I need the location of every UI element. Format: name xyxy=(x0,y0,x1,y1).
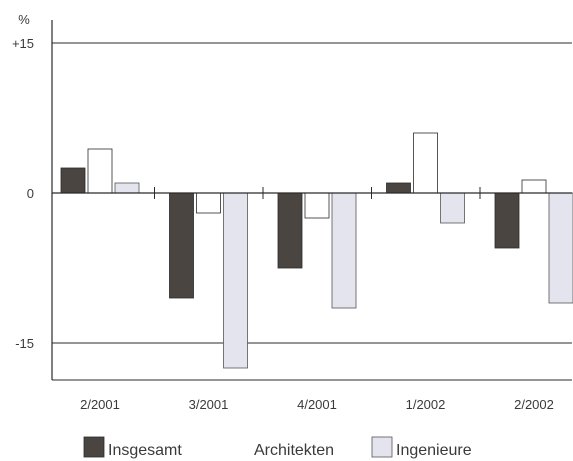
x-tick-label: 2/2001 xyxy=(80,397,120,412)
insgesamt xyxy=(83,436,105,458)
gridlines xyxy=(52,42,572,344)
bar-ingenieure xyxy=(114,182,140,194)
y-unit-label: % xyxy=(18,12,30,27)
y-tick-label: -15 xyxy=(15,336,34,351)
bar-architekten xyxy=(413,132,438,194)
x-tick-labels: 2/2001 3/2001 4/2001 1/2002 2/2002 xyxy=(80,397,554,412)
bar-insgesamt xyxy=(386,182,411,194)
y-tick-label: 0 xyxy=(27,186,34,201)
ingenieure xyxy=(371,436,393,458)
bar-insgesamt xyxy=(277,192,303,269)
legend-label-insgesamt: Insgesamt xyxy=(108,442,182,459)
bar-insgesamt xyxy=(494,192,520,249)
bar-insgesamt xyxy=(60,167,86,194)
bar-architekten xyxy=(196,192,221,214)
bar-architekten xyxy=(521,179,547,194)
x-tick-label: 1/2002 xyxy=(406,397,446,412)
legend-label-architekten: Architekten xyxy=(254,442,334,459)
bar-insgesamt xyxy=(169,192,194,299)
x-tick-label: 2/2002 xyxy=(514,397,554,412)
legend-label-ingenieure: Ingenieure xyxy=(396,442,472,459)
bar-architekten xyxy=(87,148,113,194)
legend: Insgesamt Architekten Ingenieure xyxy=(83,436,472,459)
x-tick-label: 4/2001 xyxy=(297,397,337,412)
bar-architekten xyxy=(304,192,330,219)
bar-ingenieure xyxy=(440,192,465,224)
axes xyxy=(51,20,572,381)
bar-ingenieure xyxy=(548,192,573,304)
bar-ingenieure xyxy=(223,192,248,369)
bar-ingenieure xyxy=(331,192,357,309)
y-tick-labels: +15 0 -15 xyxy=(12,36,34,351)
x-tick-label: 3/2001 xyxy=(189,397,229,412)
bars xyxy=(60,132,573,369)
y-tick-label: +15 xyxy=(12,36,34,51)
